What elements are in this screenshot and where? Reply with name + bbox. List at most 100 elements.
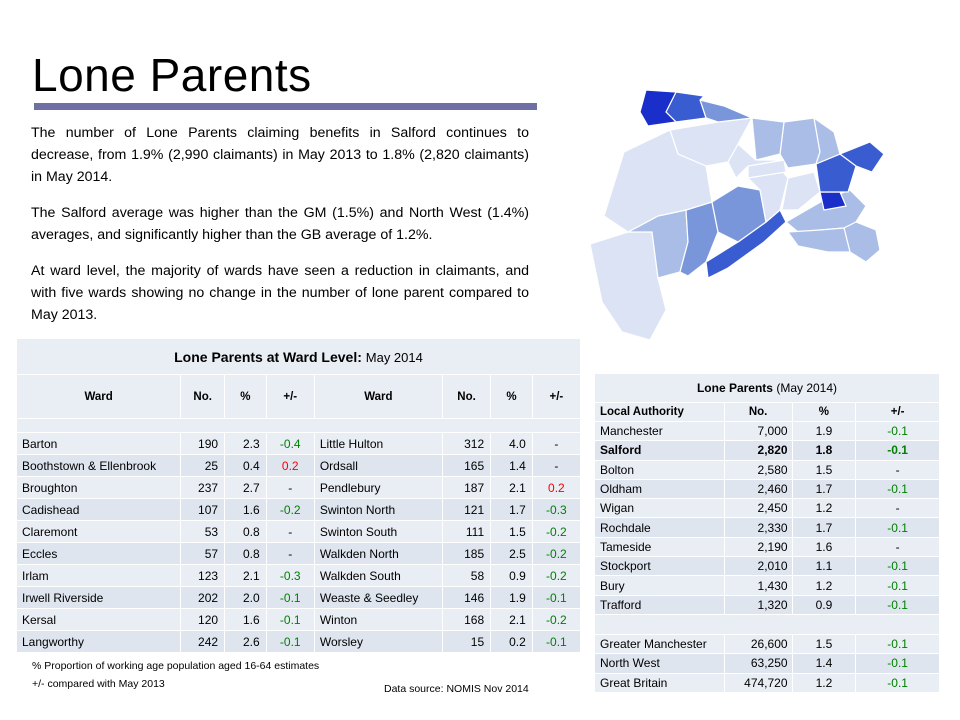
ward-name: Barton — [15, 432, 182, 455]
area-count: 63,250 — [723, 653, 793, 674]
ward-table-title-text: Lone Parents at Ward Level: — [174, 348, 362, 365]
map-ward-kersal — [838, 141, 885, 173]
ward-count: 58 — [441, 564, 492, 587]
col-no-1: No. — [180, 374, 226, 419]
la-percent: 1.2 — [791, 575, 857, 596]
table-row: Barton 190 2.3 -0.4 Little Hulton 312 4.0- — [15, 432, 582, 455]
intro-paragraph-1: The number of Lone Parents claiming bene… — [31, 125, 529, 185]
map-ward-dockland — [786, 227, 851, 253]
la-count: 2,580 — [723, 459, 793, 480]
table-row: Boothstown & Ellenbrook 25 0.4 0.2 Ordsall 16… — [15, 454, 582, 477]
map-ward-langworthy — [781, 171, 821, 211]
la-name: Salford — [594, 440, 725, 461]
ward-count: 120 — [180, 608, 226, 631]
la-change: - — [855, 498, 940, 519]
la-percent: 1.5 — [791, 459, 857, 480]
summary-row: North West 63,250 1.4 -0.1 — [594, 653, 940, 674]
table-row: Irwell Riverside 202 2.0 -0.1 Weaste & Seedl… — [15, 586, 582, 609]
ward-change: 0.2 — [265, 454, 315, 477]
ward-count: 237 — [180, 476, 226, 499]
la-table-title-text: Lone Parents — [696, 381, 773, 395]
ward-percent: 0.9 — [490, 564, 533, 587]
ward-change: -0.2 — [531, 520, 582, 543]
local-authority-table: Lone Parents (May 2014) Local Authority … — [594, 373, 940, 693]
ward-level-table: Lone Parents at Ward Level: May 2014 War… — [15, 338, 582, 653]
area-name: Greater Manchester — [594, 633, 725, 655]
la-table-title: Lone Parents (May 2014) — [594, 373, 940, 403]
ward-change: - — [531, 454, 582, 477]
la-name: Tameside — [594, 536, 725, 558]
la-change: -0.1 — [855, 440, 940, 461]
col-chg-2: +/- — [531, 374, 582, 419]
table-row: Broughton 237 2.7- Pendlebury 187 2.1 0.2 — [15, 476, 582, 499]
ward-name: Kersal — [15, 608, 182, 631]
la-change: -0.1 — [855, 575, 940, 596]
ward-name: Winton — [313, 608, 443, 631]
area-percent: 1.2 — [791, 672, 857, 693]
intro-paragraph-2: The Salford average was higher than the … — [31, 205, 529, 243]
intro-text: The number of Lone Parents claiming bene… — [31, 122, 529, 340]
table-row: Claremont 53 0.8- Swinton South 111 1.5 -0.2 — [15, 520, 582, 543]
ward-percent: 2.5 — [490, 542, 533, 565]
ward-change: -0.3 — [265, 564, 315, 587]
la-name: Trafford — [594, 594, 725, 615]
ward-name: Broughton — [15, 476, 182, 499]
col-chg-1: +/- — [265, 374, 315, 419]
ward-count: 57 — [180, 542, 226, 565]
ward-change: -0.2 — [531, 542, 582, 565]
ward-percent: 1.5 — [490, 520, 533, 543]
la-percent: 1.1 — [791, 556, 857, 577]
ward-count: 168 — [441, 608, 492, 631]
la-change: -0.1 — [855, 517, 940, 538]
ward-change: - — [265, 520, 315, 543]
ward-name: Boothstown & Ellenbrook — [15, 454, 182, 477]
ward-name: Ordsall — [313, 454, 443, 477]
area-name: Great Britain — [594, 672, 725, 693]
la-change: - — [855, 536, 940, 558]
la-change: -0.1 — [855, 556, 940, 577]
la-table-summary: Greater Manchester 26,600 1.5 -0.1 North Wes… — [594, 633, 940, 693]
table-row: Cadishead 107 1.6 -0.2 Swinton North 121 1.7 -0… — [15, 498, 582, 521]
la-name: Oldham — [594, 478, 725, 500]
table-row: Manchester 7,000 1.9 -0.1 — [594, 420, 940, 442]
area-change: -0.1 — [855, 653, 940, 674]
col-ward-1: Ward — [15, 374, 182, 419]
la-count: 2,190 — [723, 536, 793, 558]
ward-table-body: Barton 190 2.3 -0.4 Little Hulton 312 4.0- Boot… — [15, 432, 582, 653]
area-percent: 1.5 — [791, 633, 857, 655]
ward-name: Walkden South — [313, 564, 443, 587]
table-row: Wigan 2,450 1.2- — [594, 498, 940, 519]
ward-change: -0.3 — [531, 498, 582, 521]
ward-change: -0.1 — [265, 608, 315, 631]
la-name: Manchester — [594, 420, 725, 442]
summary-row: Greater Manchester 26,600 1.5 -0.1 — [594, 633, 940, 655]
salford-ward-map — [589, 89, 885, 341]
col-no-2: No. — [441, 374, 492, 419]
ward-count: 202 — [180, 586, 226, 609]
la-count: 2,450 — [723, 498, 793, 519]
ward-percent: 2.3 — [224, 432, 267, 455]
col-pct-1: % — [224, 374, 267, 419]
ward-name: Swinton North — [313, 498, 443, 521]
ward-name: Irlam — [15, 564, 182, 587]
table-row: Tameside 2,190 1.6- — [594, 536, 940, 558]
la-name: Wigan — [594, 498, 725, 519]
ward-count: 185 — [441, 542, 492, 565]
ward-change: - — [265, 476, 315, 499]
area-change: -0.1 — [855, 672, 940, 693]
ward-count: 25 — [180, 454, 226, 477]
map-ward-ordsall-south — [843, 221, 881, 263]
la-change: -0.1 — [855, 478, 940, 500]
table-row: Bolton 2,580 1.5- — [594, 459, 940, 480]
ward-count: 187 — [441, 476, 492, 499]
la-name: Bury — [594, 575, 725, 596]
map-ward-salford-east — [813, 116, 841, 166]
la-percent: 1.7 — [791, 517, 857, 538]
ward-percent: 1.4 — [490, 454, 533, 477]
ward-table-subtitle: May 2014 — [365, 349, 423, 365]
ward-percent: 0.4 — [224, 454, 267, 477]
summary-row: Great Britain 474,720 1.2 -0.1 — [594, 672, 940, 693]
ward-count: 121 — [441, 498, 492, 521]
ward-count: 111 — [441, 520, 492, 543]
ward-name: Pendlebury — [313, 476, 443, 499]
